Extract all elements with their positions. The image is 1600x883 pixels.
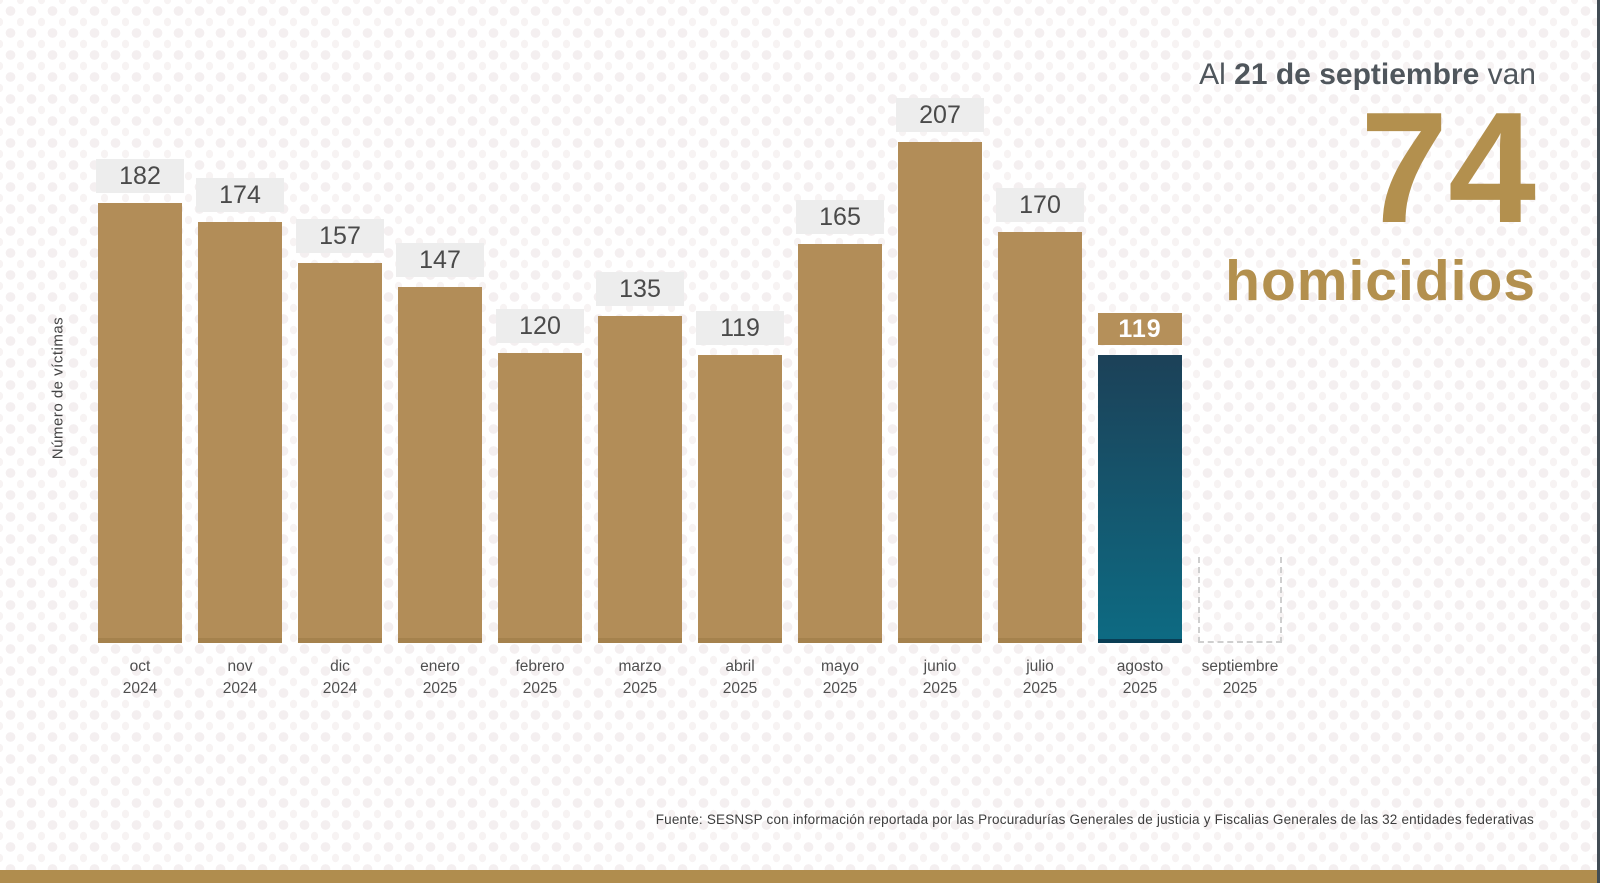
x-axis-label: febrero 2025 [515, 658, 565, 698]
bar-slot-oct: 182 oct 2024 [90, 0, 190, 697]
bar-slot-enero: 147 enero 2025 [390, 0, 490, 697]
headline-date-line: Al 21 de septiembre van [1199, 58, 1536, 92]
bar-slot-septiembre: septiembre 2025 [1190, 0, 1290, 697]
source-attribution: Fuente: SESNSP con información reportada… [655, 812, 1534, 827]
bar-slot-abril: 119 abril 2025 [690, 0, 790, 697]
bar-slot-mayo: 165 mayo 2025 [790, 0, 890, 697]
bar-slot-nov: 174 nov 2024 [190, 0, 290, 697]
bar-slot-julio: 170 julio 2025 [990, 0, 1090, 697]
headline-big-number: 74 [1360, 80, 1536, 256]
x-axis-label: abril 2025 [722, 658, 758, 698]
x-axis-label: enero 2025 [420, 658, 460, 698]
highlighted-bar [1098, 355, 1182, 643]
right-edge-line [1597, 0, 1600, 883]
headline-prefix: Al [1199, 58, 1235, 91]
x-axis-label: agosto 2025 [1116, 658, 1164, 698]
bar-slot-agosto: 119 agosto 2025 [1090, 0, 1190, 697]
x-axis-label: oct 2024 [122, 658, 158, 698]
bar [98, 203, 182, 643]
bar [298, 263, 382, 643]
bar [598, 316, 682, 643]
value-label: 157 [296, 219, 384, 253]
value-label: 207 [896, 98, 984, 132]
value-label: 182 [96, 159, 184, 193]
value-label-highlight: 119 [1098, 313, 1182, 345]
value-label: 120 [496, 309, 584, 343]
bar [198, 222, 282, 643]
bar [798, 244, 882, 643]
value-label: 170 [996, 188, 1084, 222]
x-axis-label: mayo 2025 [821, 658, 859, 698]
headline-date: 21 de septiembre [1234, 58, 1480, 91]
bar [498, 353, 582, 643]
bar [898, 142, 982, 643]
bar-slot-febrero: 120 febrero 2025 [490, 0, 590, 697]
value-label: 174 [196, 178, 284, 212]
value-label: 147 [396, 243, 484, 277]
x-axis-label: junio 2025 [922, 658, 958, 698]
bar-slot-junio: 207 junio 2025 [890, 0, 990, 697]
bar-slot-dic: 157 dic 2024 [290, 0, 390, 697]
bar [698, 355, 782, 643]
x-axis-label: dic 2024 [322, 658, 358, 698]
bar-chart: 182 oct 2024 174 nov 2024 157 dic 2024 147 enero 20… [90, 0, 1290, 697]
pending-month-placeholder [1198, 557, 1282, 643]
headline-block: Al 21 de septiembre van 74 homicidios [1199, 58, 1536, 314]
x-axis-label: marzo 2025 [618, 658, 662, 698]
headline-suffix: van [1479, 58, 1536, 91]
y-axis-label: Número de víctimas [49, 316, 67, 460]
value-label: 119 [696, 311, 784, 345]
headline-big-word: homicidios [1225, 248, 1536, 313]
value-label: 135 [596, 272, 684, 306]
x-axis-label: nov 2024 [222, 658, 258, 698]
bar [998, 232, 1082, 643]
x-axis-label: septiembre 2025 [1201, 658, 1279, 698]
value-label: 165 [796, 200, 884, 234]
bar-slot-marzo: 135 marzo 2025 [590, 0, 690, 697]
bar [398, 287, 482, 643]
x-axis-label: julio 2025 [1022, 658, 1058, 698]
footer-gold-strip [0, 870, 1600, 883]
